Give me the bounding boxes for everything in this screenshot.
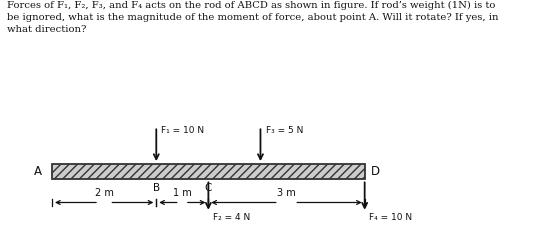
- Text: 2 m: 2 m: [95, 188, 114, 198]
- Text: D: D: [371, 165, 380, 178]
- Text: C: C: [205, 183, 212, 193]
- Text: F₂ = 4 N: F₂ = 4 N: [213, 213, 250, 222]
- Text: F₁ = 10 N: F₁ = 10 N: [161, 126, 205, 135]
- Text: 3 m: 3 m: [277, 188, 296, 198]
- Text: F₃ = 5 N: F₃ = 5 N: [266, 126, 303, 135]
- Text: Forces of F₁, F₂, F₃, and F₄ acts on the rod of ABCD as shown in figure. If rod’: Forces of F₁, F₂, F₃, and F₄ acts on the…: [7, 1, 498, 34]
- Text: F₄ = 10 N: F₄ = 10 N: [369, 213, 412, 222]
- Text: A: A: [34, 165, 42, 178]
- Bar: [52, 164, 365, 179]
- Text: 1 m: 1 m: [173, 188, 191, 198]
- Text: B: B: [153, 183, 160, 193]
